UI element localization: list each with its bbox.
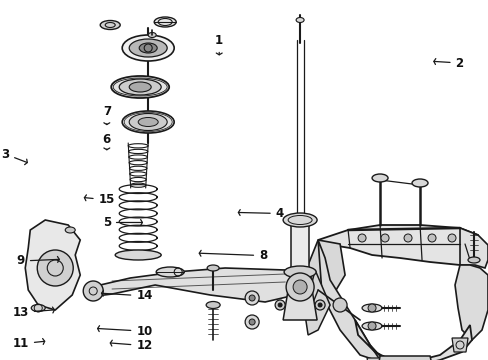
Polygon shape bbox=[354, 320, 471, 360]
Ellipse shape bbox=[284, 266, 315, 278]
Text: 14: 14 bbox=[102, 289, 152, 302]
Ellipse shape bbox=[206, 302, 220, 309]
Circle shape bbox=[244, 291, 259, 305]
Circle shape bbox=[248, 295, 255, 301]
Ellipse shape bbox=[119, 79, 161, 95]
Polygon shape bbox=[459, 228, 487, 268]
Text: 4: 4 bbox=[238, 207, 284, 220]
Ellipse shape bbox=[411, 179, 427, 187]
Ellipse shape bbox=[31, 305, 45, 311]
Polygon shape bbox=[88, 268, 305, 302]
Circle shape bbox=[244, 315, 259, 329]
Polygon shape bbox=[283, 290, 316, 320]
Ellipse shape bbox=[111, 76, 169, 98]
Text: 9: 9 bbox=[17, 255, 59, 267]
Text: 15: 15 bbox=[84, 193, 115, 206]
Circle shape bbox=[332, 298, 346, 312]
Polygon shape bbox=[451, 338, 467, 352]
Circle shape bbox=[278, 303, 282, 307]
Ellipse shape bbox=[283, 213, 316, 227]
Text: 8: 8 bbox=[199, 249, 267, 262]
Ellipse shape bbox=[65, 227, 75, 233]
Circle shape bbox=[292, 280, 306, 294]
Circle shape bbox=[447, 234, 455, 242]
Polygon shape bbox=[305, 270, 329, 335]
Text: 7: 7 bbox=[102, 105, 111, 125]
Ellipse shape bbox=[129, 39, 167, 57]
Circle shape bbox=[318, 303, 322, 307]
Text: 5: 5 bbox=[102, 216, 142, 229]
Circle shape bbox=[403, 234, 411, 242]
Circle shape bbox=[285, 273, 313, 301]
Ellipse shape bbox=[154, 17, 176, 27]
Text: 1: 1 bbox=[215, 34, 223, 55]
Circle shape bbox=[380, 234, 388, 242]
Polygon shape bbox=[318, 225, 479, 265]
Ellipse shape bbox=[207, 265, 219, 271]
Text: 3: 3 bbox=[1, 148, 27, 165]
Text: 11: 11 bbox=[13, 337, 44, 350]
Circle shape bbox=[248, 319, 255, 325]
Ellipse shape bbox=[100, 21, 120, 30]
Text: 2: 2 bbox=[433, 57, 463, 69]
Ellipse shape bbox=[467, 257, 479, 263]
Circle shape bbox=[314, 300, 325, 310]
Circle shape bbox=[367, 304, 375, 312]
Circle shape bbox=[37, 250, 73, 286]
Text: 6: 6 bbox=[102, 133, 111, 150]
Polygon shape bbox=[307, 240, 345, 300]
Ellipse shape bbox=[148, 32, 156, 37]
Ellipse shape bbox=[122, 111, 174, 133]
Ellipse shape bbox=[361, 322, 381, 330]
Polygon shape bbox=[377, 356, 431, 360]
Circle shape bbox=[427, 234, 435, 242]
Polygon shape bbox=[25, 220, 80, 310]
Polygon shape bbox=[366, 358, 382, 360]
Text: 13: 13 bbox=[13, 306, 54, 319]
Ellipse shape bbox=[361, 304, 381, 312]
Polygon shape bbox=[318, 240, 379, 360]
Circle shape bbox=[275, 300, 285, 310]
Ellipse shape bbox=[122, 35, 174, 61]
Bar bbox=[290, 220, 308, 290]
Ellipse shape bbox=[115, 250, 161, 260]
Ellipse shape bbox=[138, 117, 158, 126]
Circle shape bbox=[357, 234, 366, 242]
Ellipse shape bbox=[156, 267, 184, 277]
Ellipse shape bbox=[129, 82, 151, 92]
Polygon shape bbox=[454, 265, 487, 340]
Ellipse shape bbox=[129, 113, 167, 131]
Text: 10: 10 bbox=[98, 325, 152, 338]
Ellipse shape bbox=[371, 174, 387, 182]
Circle shape bbox=[367, 322, 375, 330]
Ellipse shape bbox=[296, 18, 304, 23]
Text: 12: 12 bbox=[110, 339, 152, 352]
Circle shape bbox=[83, 281, 103, 301]
Ellipse shape bbox=[139, 43, 157, 53]
